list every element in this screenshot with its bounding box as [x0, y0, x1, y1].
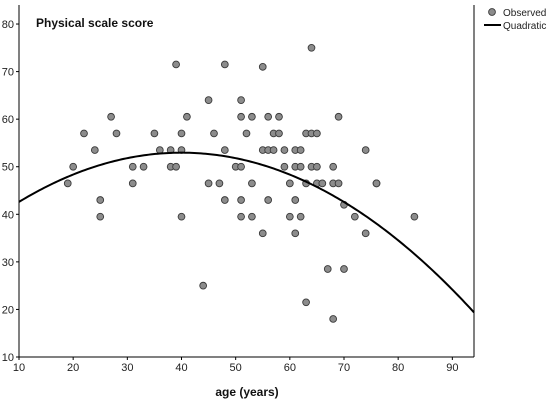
data-point: [285, 212, 294, 221]
data-point: [318, 179, 327, 188]
data-point: [248, 112, 256, 121]
y-tick-label: 80: [2, 19, 14, 31]
data-point: [220, 146, 229, 154]
data-point: [313, 129, 321, 138]
legend-label-observed: Observed: [503, 8, 546, 19]
data-point: [220, 60, 229, 69]
data-point: [258, 62, 267, 71]
data-point: [264, 196, 273, 204]
y-tick-label: 50: [2, 162, 14, 174]
data-point: [150, 129, 159, 138]
data-point: [296, 212, 305, 221]
data-point: [285, 179, 294, 188]
data-point: [313, 162, 321, 171]
data-point: [291, 196, 300, 204]
plot-area: 10 20 30 40 50 60 70 80 90 10 20 30 40 50 60 70 80: [2, 5, 475, 374]
data-point: [334, 112, 343, 121]
data-point: [275, 112, 283, 121]
legend-label-quadratic: Quadratic: [503, 21, 546, 32]
data-point: [199, 281, 208, 290]
data-point: [215, 179, 224, 188]
data-point: [172, 162, 180, 171]
data-point: [361, 229, 370, 238]
data-point: [90, 146, 99, 154]
data-point: [410, 212, 419, 221]
x-tick-label: 50: [230, 362, 242, 374]
x-tick-label: 10: [13, 362, 25, 374]
data-point: [280, 146, 289, 154]
data-point: [96, 196, 105, 204]
data-point: [264, 112, 273, 121]
y-tick-label: 20: [2, 304, 14, 316]
x-axis-title: age (years): [215, 385, 278, 399]
data-point: [269, 146, 278, 154]
data-point: [183, 112, 191, 121]
data-point: [204, 179, 213, 188]
data-point: [237, 112, 245, 121]
data-point: [350, 212, 359, 221]
data-point: [63, 179, 72, 188]
data-point: [128, 162, 137, 171]
data-point: [296, 146, 305, 154]
y-tick-label: 30: [2, 257, 14, 269]
data-point: [96, 212, 105, 221]
data-point: [372, 179, 381, 188]
data-point: [177, 129, 186, 138]
data-point: [242, 129, 251, 138]
data-point: [340, 265, 348, 273]
x-tick-label: 90: [446, 362, 458, 374]
x-tick-label: 70: [338, 362, 350, 374]
data-point: [248, 212, 256, 221]
y-tick-label: 70: [2, 67, 14, 79]
data-point: [275, 129, 283, 138]
x-tick-label: 20: [67, 362, 79, 374]
data-point: [220, 196, 229, 204]
data-point: [248, 179, 256, 188]
y-tick-label: 10: [2, 352, 14, 364]
x-tick-label: 60: [284, 362, 296, 374]
data-point: [139, 162, 148, 171]
data-point: [329, 162, 338, 171]
chart-title: Physical scale score: [36, 16, 154, 30]
data-point: [280, 162, 289, 171]
data-point: [334, 179, 343, 188]
data-point: [210, 129, 218, 138]
x-tick-label: 30: [121, 362, 133, 374]
data-point: [323, 265, 332, 273]
data-point: [237, 96, 245, 104]
data-point: [291, 229, 300, 238]
data-point: [307, 43, 316, 52]
data-point: [237, 196, 245, 204]
y-tick-label: 40: [2, 209, 14, 221]
data-point: [302, 298, 310, 307]
legend-marker-observed: [488, 8, 496, 16]
data-point: [80, 129, 88, 138]
data-point: [258, 229, 267, 238]
data-point: [237, 212, 245, 221]
data-point: [107, 112, 115, 121]
data-point: [128, 179, 137, 188]
data-point: [69, 162, 78, 171]
legend: Observed Quadratic: [484, 8, 546, 32]
data-point: [237, 162, 245, 171]
y-tick-label: 60: [2, 114, 14, 126]
data-point: [361, 146, 370, 154]
quadratic-fit-line: [18, 151, 475, 314]
x-tick-label: 80: [392, 362, 404, 374]
data-point: [177, 212, 186, 221]
data-point: [329, 315, 338, 323]
data-point: [112, 129, 121, 138]
x-tick-label: 40: [175, 362, 187, 374]
data-point: [172, 60, 180, 69]
data-point: [296, 162, 305, 171]
data-point: [204, 96, 213, 104]
